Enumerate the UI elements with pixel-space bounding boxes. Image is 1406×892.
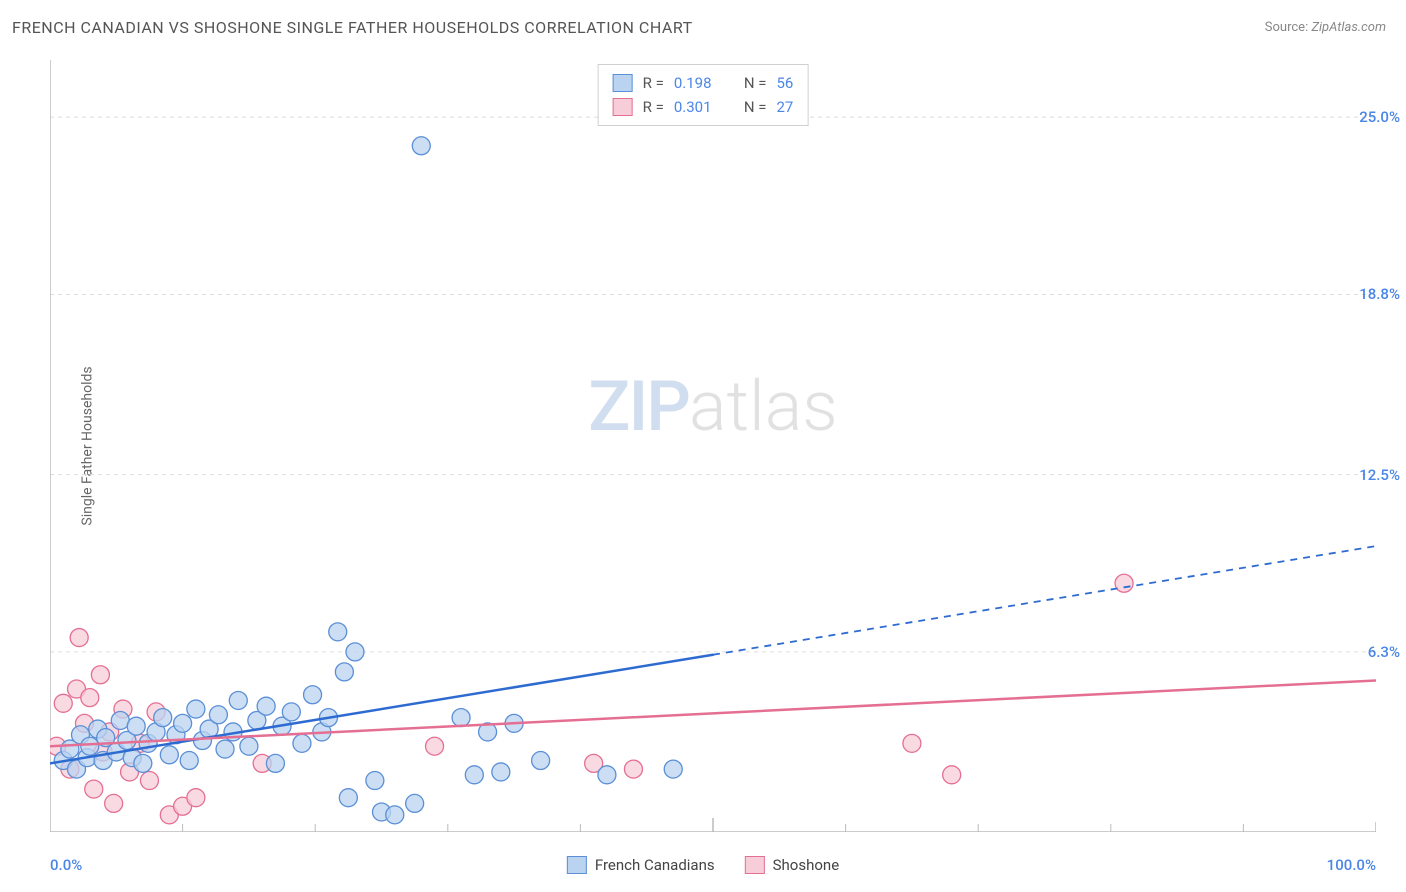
x-tick-min: 0.0%	[50, 856, 82, 874]
correlation-legend-row: R = 0.301 N = 27	[613, 95, 794, 119]
r-value: 0.301	[674, 95, 726, 119]
n-label: N =	[744, 95, 767, 119]
legend-swatch	[745, 856, 765, 874]
x-tick-max: 100.0%	[1327, 856, 1376, 874]
n-value: 27	[776, 95, 793, 119]
series-legend-item: Shoshone	[745, 856, 840, 874]
r-value: 0.198	[674, 71, 726, 95]
legend-swatch	[613, 98, 633, 116]
source-value: ZipAtlas.com	[1311, 20, 1386, 35]
source-attribution: Source: ZipAtlas.com	[1265, 20, 1386, 35]
series-legend-item: French Canadians	[567, 856, 715, 874]
series-legend-label: French Canadians	[595, 856, 715, 874]
plot-area: ZIPatlas	[50, 60, 1376, 832]
legend-swatch	[613, 74, 633, 92]
legend-swatch	[567, 856, 587, 874]
r-label: R =	[643, 71, 664, 95]
series-legend: French Canadians Shoshone	[567, 856, 839, 874]
chart-title: FRENCH CANADIAN VS SHOSHONE SINGLE FATHE…	[12, 18, 693, 37]
scatter-chart	[50, 60, 1376, 832]
source-label: Source:	[1265, 20, 1308, 35]
correlation-legend-row: R = 0.198 N = 56	[613, 71, 794, 95]
n-label: N =	[744, 71, 767, 95]
correlation-legend: R = 0.198 N = 56 R = 0.301 N = 27	[598, 64, 809, 126]
r-label: R =	[643, 95, 664, 119]
series-legend-label: Shoshone	[773, 856, 840, 874]
n-value: 56	[776, 71, 793, 95]
